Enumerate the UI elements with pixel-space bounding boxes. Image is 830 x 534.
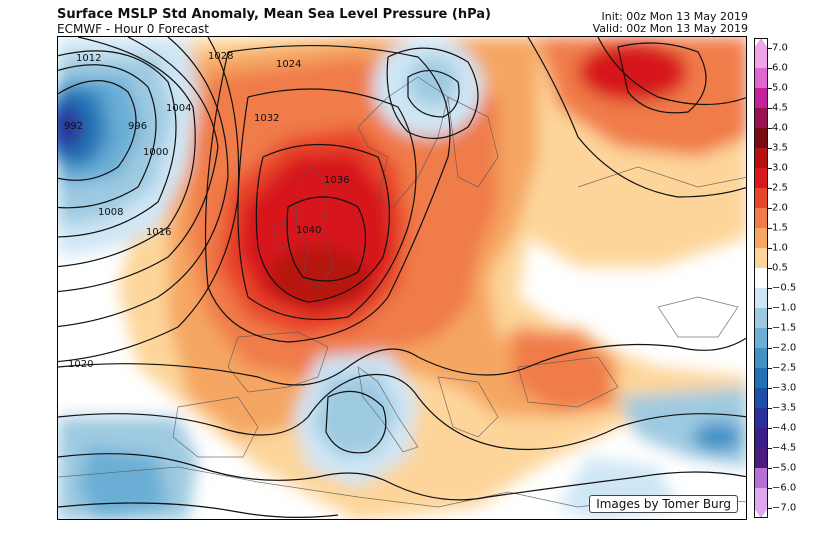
colorbar-tick (768, 168, 772, 169)
colorbar-tick (768, 328, 772, 329)
colorbar-tick (768, 388, 772, 389)
colorbar-cell (754, 88, 768, 109)
image-credit: Images by Tomer Burg (589, 495, 738, 513)
colorbar (754, 38, 768, 518)
colorbar-tick (768, 188, 772, 189)
colorbar-label: 2.5 (772, 182, 788, 194)
colorbar-label: 3.5 (772, 142, 788, 154)
colorbar-tick (768, 68, 772, 69)
colorbar-tick (768, 228, 772, 229)
colorbar-cell (754, 448, 768, 469)
map-title: Surface MSLP Std Anomaly, Mean Sea Level… (57, 7, 491, 22)
isobar-label-1036: 1036 (324, 175, 349, 186)
isobar-label-1004: 1004 (166, 103, 191, 114)
colorbar-label: −7.0 (772, 502, 797, 514)
colorbar-label: −3.5 (772, 402, 797, 414)
colorbar-cell (754, 288, 768, 309)
colorbar-label: −6.0 (772, 482, 797, 494)
colorbar-cell (754, 168, 768, 189)
colorbar-tip-bottom (754, 508, 768, 518)
colorbar-label: −3.0 (772, 382, 797, 394)
colorbar-label: 1.0 (772, 242, 788, 254)
isobar-label-1000: 1000 (143, 147, 168, 158)
colorbar-label: 3.0 (772, 162, 788, 174)
colorbar-cell (754, 128, 768, 149)
colorbar-tick (768, 368, 772, 369)
isobar-label-group: 992 996 1000 1004 1008 1012 1016 1020 10… (64, 51, 349, 370)
isobar-label-1028: 1028 (208, 51, 233, 62)
colorbar-label: −0.5 (772, 282, 797, 294)
colorbar-tick (768, 448, 772, 449)
colorbar-cell (754, 148, 768, 169)
colorbar-cell (754, 348, 768, 369)
colorbar-cell (754, 488, 768, 509)
colorbar-cell (754, 108, 768, 129)
colorbar-label: −4.0 (772, 422, 797, 434)
colorbar-labels: 7.0 6.0 5.0 4.5 4.0 3.5 3.0 2.5 2.0 1.5 1.0 0.5 −0.5… (772, 38, 828, 518)
valid-time: Valid: 00z Mon 13 May 2019 (592, 22, 748, 35)
colorbar-cell (754, 388, 768, 409)
colorbar-label: −5.0 (772, 462, 797, 474)
colorbar-tick (768, 88, 772, 89)
colorbar-tick (768, 508, 772, 509)
colorbar-label: 7.0 (772, 42, 788, 54)
colorbar-tick (768, 268, 772, 269)
isobar-label-1040: 1040 (296, 225, 321, 236)
colorbar-tick (768, 408, 772, 409)
colorbar-label: −4.5 (772, 442, 797, 454)
isobar-label-1024: 1024 (276, 59, 301, 70)
colorbar-tick (768, 348, 772, 349)
colorbar-tick (768, 248, 772, 249)
isobar-label-1012: 1012 (76, 53, 101, 64)
colorbar-label: 0.5 (772, 262, 788, 274)
colorbar-cell (754, 48, 768, 69)
isobar-label-1016: 1016 (146, 227, 171, 238)
colorbar-cell (754, 308, 768, 329)
colorbar-cell (754, 208, 768, 229)
colorbar-label: 5.0 (772, 82, 788, 94)
colorbar-tick (768, 128, 772, 129)
isobar-label-1020: 1020 (68, 359, 93, 370)
isobar-label-996: 996 (128, 121, 147, 132)
colorbar-label: −2.5 (772, 362, 797, 374)
colorbar-cell (754, 188, 768, 209)
colorbar-label: −1.0 (772, 302, 797, 314)
isobar-label-1032: 1032 (254, 113, 279, 124)
colorbar-tick (768, 208, 772, 209)
map-subtitle: ECMWF - Hour 0 Forecast (57, 22, 209, 36)
colorbar-tick (768, 488, 772, 489)
colorbar-tick (768, 288, 772, 289)
init-time: Init: 00z Mon 13 May 2019 (601, 10, 748, 23)
anomaly-shading (58, 37, 746, 519)
colorbar-cell (754, 268, 768, 289)
colorbar-cell (754, 248, 768, 269)
colorbar-cell (754, 328, 768, 349)
colorbar-label: −1.5 (772, 322, 797, 334)
colorbar-cell (754, 68, 768, 89)
colorbar-label: 2.0 (772, 202, 788, 214)
colorbar-cell (754, 408, 768, 429)
colorbar-cell (754, 428, 768, 449)
colorbar-cells (754, 38, 768, 518)
colorbar-tick (768, 308, 772, 309)
colorbar-cell (754, 368, 768, 389)
colorbar-cell (754, 468, 768, 489)
isobar-label-992: 992 (64, 121, 83, 132)
colorbar-tip-top (754, 38, 768, 48)
colorbar-tick (768, 108, 772, 109)
colorbar-cell (754, 228, 768, 249)
isobar-label-1008: 1008 (98, 207, 123, 218)
colorbar-tick (768, 428, 772, 429)
colorbar-tick (768, 48, 772, 49)
colorbar-tick (768, 468, 772, 469)
colorbar-label: −2.0 (772, 342, 797, 354)
colorbar-label: 4.5 (772, 102, 788, 114)
anomaly-map: 992 996 1000 1004 1008 1012 1016 1020 10… (57, 36, 747, 520)
colorbar-label: 1.5 (772, 222, 788, 234)
colorbar-label: 6.0 (772, 62, 788, 74)
colorbar-tick (768, 148, 772, 149)
map-canvas: 992 996 1000 1004 1008 1012 1016 1020 10… (58, 37, 746, 519)
isobars (58, 37, 746, 518)
colorbar-label: 4.0 (772, 122, 788, 134)
